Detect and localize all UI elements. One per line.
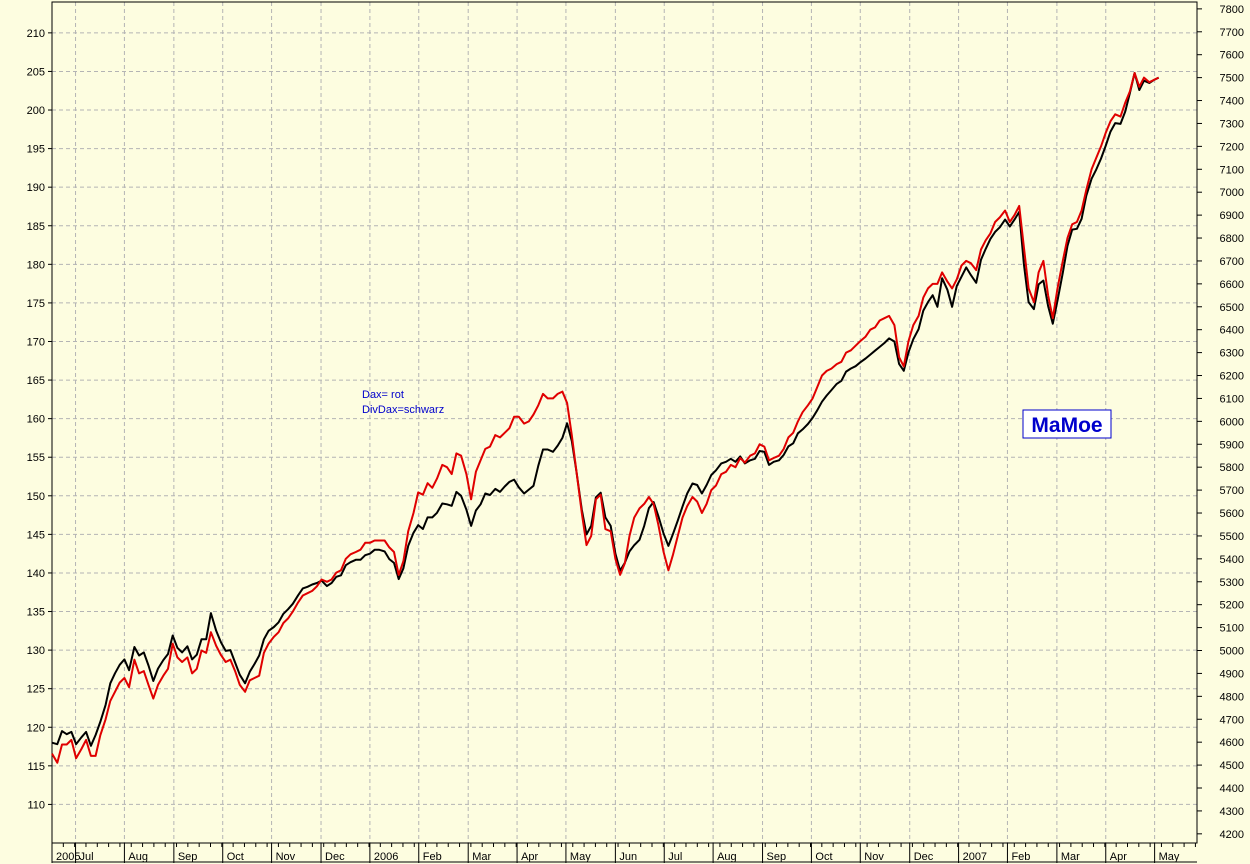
x-tick-label: Sep — [767, 851, 787, 863]
series-layer — [51, 72, 1160, 764]
right-tick-label: 6000 — [1220, 416, 1244, 428]
x-tick-label: Dec — [325, 851, 345, 863]
left-tick-label: 195 — [27, 144, 45, 156]
right-tick-label: 7300 — [1220, 118, 1244, 130]
x-tick-label: May — [1159, 851, 1180, 863]
right-tick-label: 4500 — [1220, 760, 1244, 772]
annotation-layer: Dax= rot DivDax=schwarz MaMoe — [362, 389, 1112, 439]
right-tick-label: 5900 — [1220, 439, 1244, 451]
right-tick-label: 4700 — [1220, 714, 1244, 726]
right-tick-label: 4200 — [1220, 829, 1244, 841]
x-tick-label: Jun — [619, 851, 637, 863]
right-tick-label: 4800 — [1220, 691, 1244, 703]
left-tick-label: 115 — [27, 761, 45, 773]
right-tick-label: 7100 — [1220, 164, 1244, 176]
x-tick-label: Dec — [914, 851, 934, 863]
left-tick-label: 110 — [27, 799, 45, 811]
x-tick-label: 2005 — [56, 851, 80, 863]
watermark-box — [1022, 409, 1112, 439]
legend-divdax-label: DivDax=schwarz — [362, 404, 444, 416]
right-tick-label: 7700 — [1220, 27, 1244, 39]
left-tick-label: 180 — [27, 259, 45, 271]
x-tick-label: 2007 — [963, 851, 987, 863]
left-tick-label: 145 — [27, 529, 45, 541]
right-tick-label: 5300 — [1220, 577, 1244, 589]
right-tick-label: 5000 — [1220, 646, 1244, 658]
x-tick-label: Nov — [864, 851, 884, 863]
left-tick-label: 130 — [27, 645, 45, 657]
x-tick-label: Apr — [1110, 851, 1127, 863]
right-tick-label: 7600 — [1220, 50, 1244, 62]
right-tick-label: 4400 — [1220, 783, 1244, 795]
right-tick-label: 6600 — [1220, 279, 1244, 291]
series-line-dax — [51, 72, 1160, 764]
left-tick-label: 155 — [27, 452, 45, 464]
right-tick-label: 6900 — [1220, 210, 1244, 222]
right-tick-label: 5800 — [1220, 462, 1244, 474]
x-tick-label: Jul — [80, 851, 94, 863]
right-tick-label: 5600 — [1220, 508, 1244, 520]
x-tick-label: Mar — [472, 851, 491, 863]
left-tick-label: 140 — [27, 568, 45, 580]
right-tick-label: 4600 — [1220, 737, 1244, 749]
x-tick-label: Jul — [668, 851, 682, 863]
x-tick-label: Nov — [276, 851, 296, 863]
right-tick-label: 7000 — [1220, 187, 1244, 199]
right-tick-label: 5400 — [1220, 554, 1244, 566]
right-tick-label: 6300 — [1220, 348, 1244, 360]
right-tick-label: 4300 — [1220, 806, 1244, 818]
left-tick-label: 185 — [27, 221, 45, 233]
left-tick-label: 150 — [27, 491, 45, 503]
right-tick-label: 5200 — [1220, 600, 1244, 612]
left-tick-label: 135 — [27, 607, 45, 619]
x-tick-label: Aug — [717, 851, 737, 863]
left-tick-label: 160 — [27, 414, 45, 426]
right-tick-label: 7400 — [1220, 96, 1244, 108]
x-tick-label: Apr — [521, 851, 538, 863]
left-tick-label: 170 — [27, 336, 45, 348]
left-tick-label: 205 — [27, 66, 45, 78]
right-tick-label: 6500 — [1220, 302, 1244, 314]
watermark-text: MaMoe — [1031, 414, 1102, 437]
left-tick-label: 210 — [27, 28, 45, 40]
axes-layer: 110 115 120 125 130 135 140 145 150 155 160 165 170 1… — [27, 1, 1244, 863]
x-tick-label: Mar — [1061, 851, 1080, 863]
left-tick-label: 165 — [27, 375, 45, 387]
right-tick-label: 7200 — [1220, 141, 1244, 153]
x-tick-label: Sep — [178, 851, 198, 863]
series-line-divdax — [51, 72, 1160, 747]
x-tick-label: Oct — [815, 851, 832, 863]
right-tick-label: 4900 — [1220, 668, 1244, 680]
x-tick-label: Aug — [128, 851, 148, 863]
left-tick-label: 175 — [27, 298, 45, 310]
x-tick-label: 2006 — [374, 851, 398, 863]
x-tick-label: Feb — [423, 851, 442, 863]
right-tick-label: 6800 — [1220, 233, 1244, 245]
left-tick-label: 200 — [27, 105, 45, 117]
x-tick-label: May — [570, 851, 591, 863]
right-tick-label: 6100 — [1220, 393, 1244, 405]
right-tick-label: 7500 — [1220, 73, 1244, 85]
left-tick-label: 120 — [27, 722, 45, 734]
right-tick-label: 6400 — [1220, 325, 1244, 337]
left-tick-label: 125 — [27, 684, 45, 696]
left-tick-label: 190 — [27, 182, 45, 194]
right-tick-label: 6700 — [1220, 256, 1244, 268]
right-tick-label: 5500 — [1220, 531, 1244, 543]
legend-dax-label: Dax= rot — [362, 389, 404, 401]
right-tick-label: 5100 — [1220, 623, 1244, 635]
right-tick-label: 5700 — [1220, 485, 1244, 497]
plot-frame — [51, 1, 1198, 844]
right-tick-label: 6200 — [1220, 371, 1244, 383]
right-tick-label: 7800 — [1220, 4, 1244, 16]
x-tick-label: Oct — [227, 851, 244, 863]
x-tick-label: Feb — [1011, 851, 1030, 863]
